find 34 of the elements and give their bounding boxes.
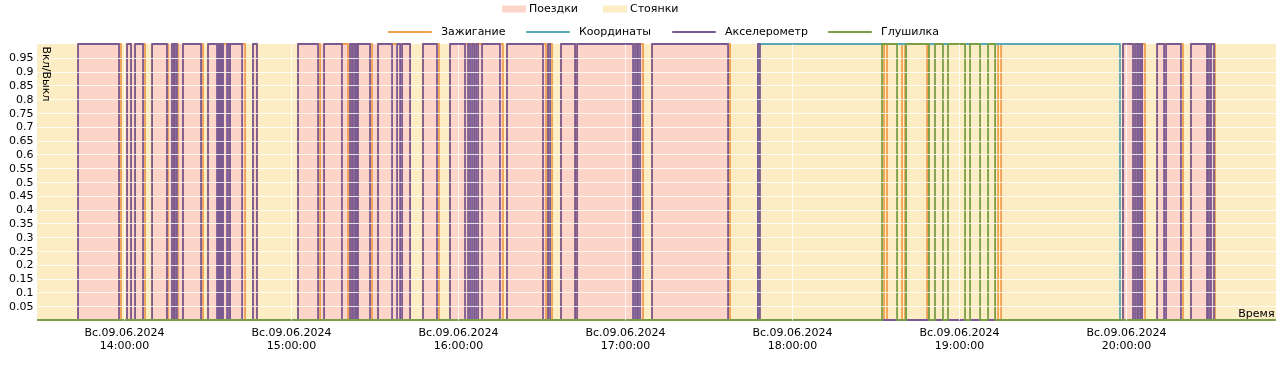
y-tick-label: 0.35 (9, 216, 34, 230)
y-tick-label: 0.1 (16, 285, 34, 299)
legend-label: Глушилка (881, 25, 939, 38)
y-tick-label: 0.5 (16, 175, 34, 189)
x-axis-title: Время (1238, 306, 1275, 320)
y-tick-label: 0.6 (16, 147, 34, 161)
legend-label: Поездки (529, 2, 579, 15)
x-tick-label: Вс.09.06.2024 18:00:00 (752, 325, 833, 352)
y-tick-label: 0.65 (9, 134, 34, 148)
y-tick-label: 0.9 (16, 65, 34, 79)
legend-label: Координаты (579, 25, 652, 38)
legend-label: Акселерометр (725, 25, 808, 38)
y-tick-label: 0.75 (9, 106, 34, 120)
x-tick-label: Вс.09.06.2024 14:00:00 (84, 325, 165, 352)
y-tick-label: 0.2 (16, 258, 34, 272)
y-tick-label: 0.25 (9, 244, 34, 258)
legend-label: Стоянки (630, 2, 679, 15)
y-tick-label: 0.05 (9, 299, 34, 313)
x-tick-label: Вс.09.06.2024 15:00:00 (251, 325, 332, 352)
y-tick-label: 0.55 (9, 161, 34, 175)
x-tick-label: Вс.09.06.2024 19:00:00 (919, 325, 1000, 352)
y-tick-label: 0.8 (16, 92, 34, 106)
x-tick-label: Вс.09.06.2024 16:00:00 (418, 325, 499, 352)
y-tick-label: 0.95 (9, 51, 34, 65)
y-tick-label: 0.7 (16, 120, 34, 134)
y-tick-label: 0.45 (9, 189, 34, 203)
y-tick-label: 0.85 (9, 78, 34, 92)
y-tick-label: 0.3 (16, 230, 34, 244)
y-tick-label: 0.15 (9, 272, 34, 286)
x-tick-label: Вс.09.06.2024 17:00:00 (585, 325, 666, 352)
legend-label: Зажигание (441, 25, 506, 38)
y-tick-label: 0.4 (16, 203, 34, 217)
x-tick-label: Вс.09.06.2024 20:00:00 (1086, 325, 1167, 352)
y-axis-title: Вкл/Выкл (39, 46, 53, 102)
